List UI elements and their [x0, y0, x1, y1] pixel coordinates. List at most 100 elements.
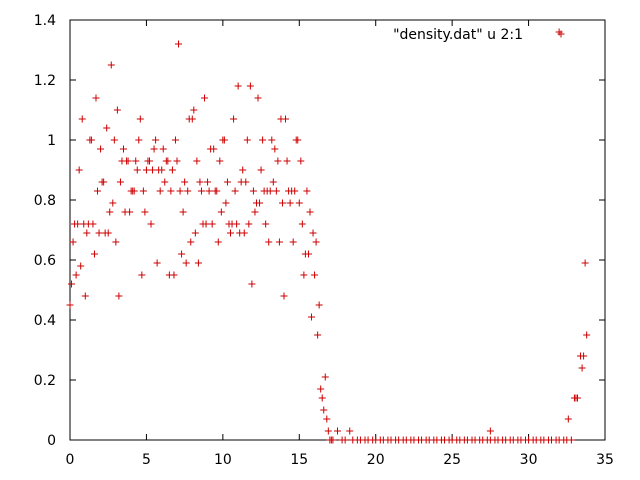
y-tick-label: 1.2: [34, 73, 56, 89]
data-point: [278, 199, 286, 207]
data-point: [289, 238, 297, 246]
data-point: [321, 373, 329, 381]
data-point: [135, 136, 143, 144]
data-point: [334, 427, 341, 435]
data-point: [150, 145, 158, 153]
data-point: [194, 259, 202, 267]
data-point: [147, 220, 155, 228]
data-point: [78, 115, 86, 123]
data-point: [191, 229, 199, 237]
data-point: [231, 187, 239, 195]
data-points: [66, 28, 591, 444]
x-tick-label: 25: [443, 452, 461, 468]
data-point: [124, 157, 132, 165]
data-point: [130, 187, 138, 195]
data-point: [268, 136, 276, 144]
data-point: [69, 238, 77, 246]
data-point: [72, 271, 80, 279]
data-point: [233, 220, 241, 228]
data-point: [100, 178, 108, 186]
data-point: [204, 178, 212, 186]
data-point: [156, 187, 164, 195]
data-point: [142, 166, 150, 174]
data-point: [173, 157, 181, 165]
data-point: [275, 238, 283, 246]
data-point: [312, 238, 320, 246]
x-tick-label: 30: [520, 452, 538, 468]
data-point: [83, 229, 91, 237]
data-point: [126, 208, 134, 216]
legend-label: "density.dat" u 2:1: [393, 27, 523, 43]
data-point: [113, 106, 121, 114]
data-point: [271, 145, 279, 153]
data-point: [176, 187, 184, 195]
x-tick-label: 20: [367, 452, 385, 468]
data-point: [197, 187, 205, 195]
data-point: [94, 187, 102, 195]
data-point: [254, 94, 262, 102]
data-point: [139, 187, 147, 195]
plot-border: [69, 19, 606, 441]
data-point: [90, 250, 98, 258]
y-tick-label: 0.4: [34, 313, 56, 329]
data-point: [249, 187, 257, 195]
data-point: [214, 238, 222, 246]
data-point: [164, 157, 172, 165]
data-point: [182, 259, 190, 267]
x-tick-label: 35: [596, 452, 614, 468]
data-point: [208, 220, 216, 228]
data-point: [246, 82, 254, 90]
y-tick-label: 0.2: [34, 373, 56, 389]
data-point: [262, 220, 270, 228]
data-point: [167, 187, 175, 195]
data-point: [295, 199, 303, 207]
data-point: [578, 364, 586, 372]
data-point: [341, 436, 349, 444]
data-point: [89, 220, 97, 228]
data-point: [300, 271, 308, 279]
data-point: [272, 187, 280, 195]
y-axis: 0 0.2 0.4 0.6 0.8 1 1.2 1.4: [34, 13, 605, 449]
data-point: [178, 250, 186, 258]
data-point: [95, 229, 103, 237]
data-point: [205, 187, 213, 195]
data-point: [274, 157, 282, 165]
data-point: [75, 166, 83, 174]
data-point: [294, 136, 302, 144]
data-point: [193, 157, 201, 165]
x-tick-label: 10: [214, 452, 232, 468]
data-point: [318, 394, 326, 402]
data-point: [257, 166, 265, 174]
data-point: [116, 178, 124, 186]
data-point: [240, 229, 248, 237]
data-point: [110, 136, 118, 144]
plot-frame: [69, 19, 606, 441]
data-point: [171, 136, 179, 144]
data-point: [323, 415, 331, 423]
data-point: [283, 157, 291, 165]
x-tick-label: 5: [142, 452, 151, 468]
data-point: [259, 136, 267, 144]
data-point: [92, 94, 100, 102]
data-point: [217, 208, 225, 216]
data-point: [230, 115, 238, 123]
data-point: [188, 115, 196, 123]
data-point: [567, 436, 575, 444]
data-point: [104, 229, 112, 237]
x-axis: 0 5 10 15 20 25 30 35: [66, 20, 614, 468]
data-point: [103, 124, 111, 132]
data-point: [248, 280, 256, 288]
data-point: [309, 229, 317, 237]
data-point: [580, 352, 588, 360]
data-point: [184, 187, 192, 195]
data-point: [266, 187, 274, 195]
data-point: [132, 157, 140, 165]
data-point: [168, 166, 176, 174]
data-point: [201, 94, 209, 102]
data-point: [311, 271, 319, 279]
data-point: [251, 208, 259, 216]
data-point: [216, 157, 224, 165]
legend-marker: [557, 30, 565, 38]
data-point: [291, 187, 299, 195]
